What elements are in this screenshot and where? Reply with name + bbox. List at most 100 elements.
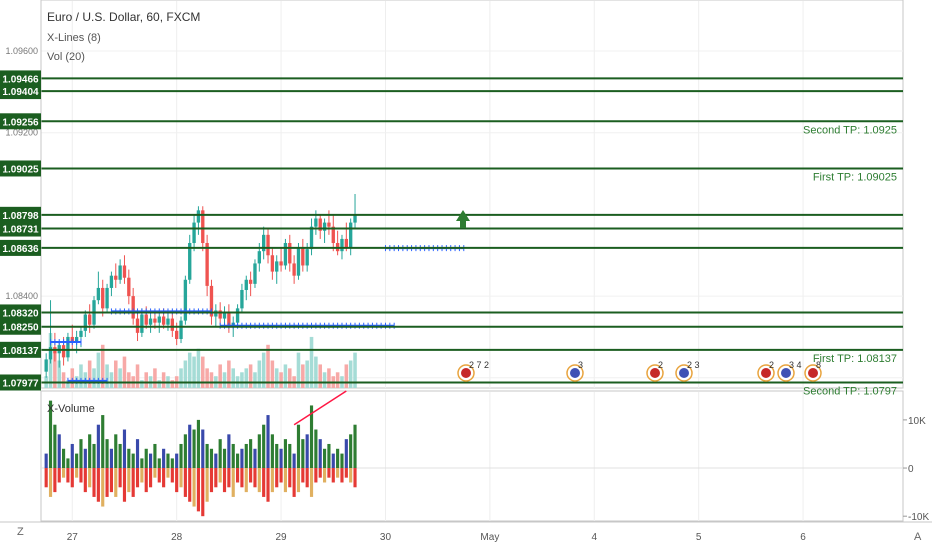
volume-positive-bar [122,429,127,469]
time-axis[interactable]: 27 28 29 30 May 4 5 6 [0,521,932,543]
volume-negative-bar [83,468,87,493]
vol-tick-label: -10K [908,512,929,523]
overlay-volume-bar [335,372,340,388]
candle-body [96,287,101,301]
event-label: 2 [769,360,774,370]
volume-negative-bar [331,468,335,483]
volume-positive-bar [336,448,340,469]
axis-level-text-10: 1.07977 [2,378,39,389]
overlay-volume-bar [187,352,192,388]
axis-level-badge-9 [0,341,41,358]
volume-negative-bar [79,468,83,483]
overlay-volume-bar [157,380,162,388]
indicator-volume[interactable]: Vol (20) [47,51,85,63]
candle-body [318,218,322,231]
overlay-volume-bar [248,364,253,388]
candle-body [296,247,301,276]
time-tick-label: 28 [171,532,183,543]
volume-positive-bar [62,448,66,469]
candle-body [183,279,188,321]
volume-positive-bar [105,439,109,469]
volume-positive-bar [162,448,166,469]
volume-negative-bar [205,468,209,502]
volume-positive-bar [135,439,140,469]
overlay-volume-bar [122,356,127,388]
candle-body [61,345,66,358]
volume-negative-bar [114,468,118,497]
overlay-volume-bar [100,344,105,388]
timezone-corner-label[interactable]: Z [17,526,24,538]
volume-positive-bar [127,448,131,469]
overlay-volume-bar [253,372,257,388]
overlay-volume-bar [279,372,283,388]
event-label: 3 4 [789,360,802,370]
price-axis[interactable]: 1.096001.092001.084001.080001.094661.094… [0,0,42,391]
overlay-volume-bar [231,368,235,388]
axis-level-badge-3 [0,160,41,177]
overlay-volume-bar [218,364,222,388]
price-pane[interactable] [40,0,904,389]
xvolume-title[interactable]: X-Volume [47,403,95,415]
tp-note-3: First TP: 1.09025 [813,171,897,183]
vol-tick-label: 0 [908,464,914,475]
price-tick-label: 1.08400 [5,291,38,301]
time-tick-label: 29 [276,532,288,543]
candle-body [153,318,157,323]
candle-body [170,318,174,331]
overlay-volume-bar [257,360,262,388]
volume-negative-bar [231,468,235,497]
vol-tick-label: 10K [908,416,926,427]
candle-body [275,261,279,272]
volume-positive-bar [266,415,270,469]
candle-body [196,210,201,223]
volume-positive-bar [79,439,83,469]
volume-positive-bar [157,458,161,469]
overlay-volume-bar [105,364,109,388]
candle-body [192,222,196,244]
axis-level-badge-5 [0,220,41,237]
axis-level-badge-1 [0,83,41,100]
volume-positive-bar [301,439,305,469]
candle-body [166,318,170,325]
volume-positive-bar [349,434,353,469]
axis-level-text-6: 1.08636 [2,244,39,255]
volume-negative-bar [288,468,292,488]
axis-level-text-1: 1.09404 [2,87,39,98]
overlay-volume-bar [314,356,318,388]
volume-negative-bar [236,468,240,483]
volume-positive-bar [323,448,327,469]
volume-positive-bar [327,443,331,469]
volume-positive-bar [149,453,153,469]
volume-positive-bar [353,424,357,469]
volume-negative-bar [53,468,57,493]
overlay-volume-bar [261,352,266,388]
overlay-volume-bar [209,372,214,388]
candle-body [257,251,261,264]
event-label: 2 [658,360,663,370]
volume-negative-bar [188,468,192,502]
candle-body [209,285,214,317]
event-label: 8 [816,360,821,370]
candle-body [235,308,240,323]
overlay-volume-bar [288,368,292,388]
indicator-xlines[interactable]: X-Lines (8) [47,32,101,44]
volume-positive-bar [331,453,335,469]
volume-positive-bar [205,443,209,469]
volume-pane[interactable] [40,390,904,522]
up-arrow-icon [456,210,470,221]
overlay-volume-bar [144,372,148,388]
volume-negative-bar [214,468,218,488]
volume-negative-bar [327,468,331,478]
candle-body [127,277,131,297]
volume-axis[interactable]: 10K 0 -10K [903,416,929,523]
overlay-volume-bar [296,352,301,388]
volume-negative-bar [218,468,222,483]
candle-body [205,243,209,286]
volume-negative-bar [196,468,200,512]
volume-negative-bar [140,468,144,483]
volume-negative-bar [149,468,153,488]
overlay-volume-bar [196,348,201,388]
auto-scale-button[interactable]: A [914,531,922,543]
volume-negative-bar [183,468,187,497]
